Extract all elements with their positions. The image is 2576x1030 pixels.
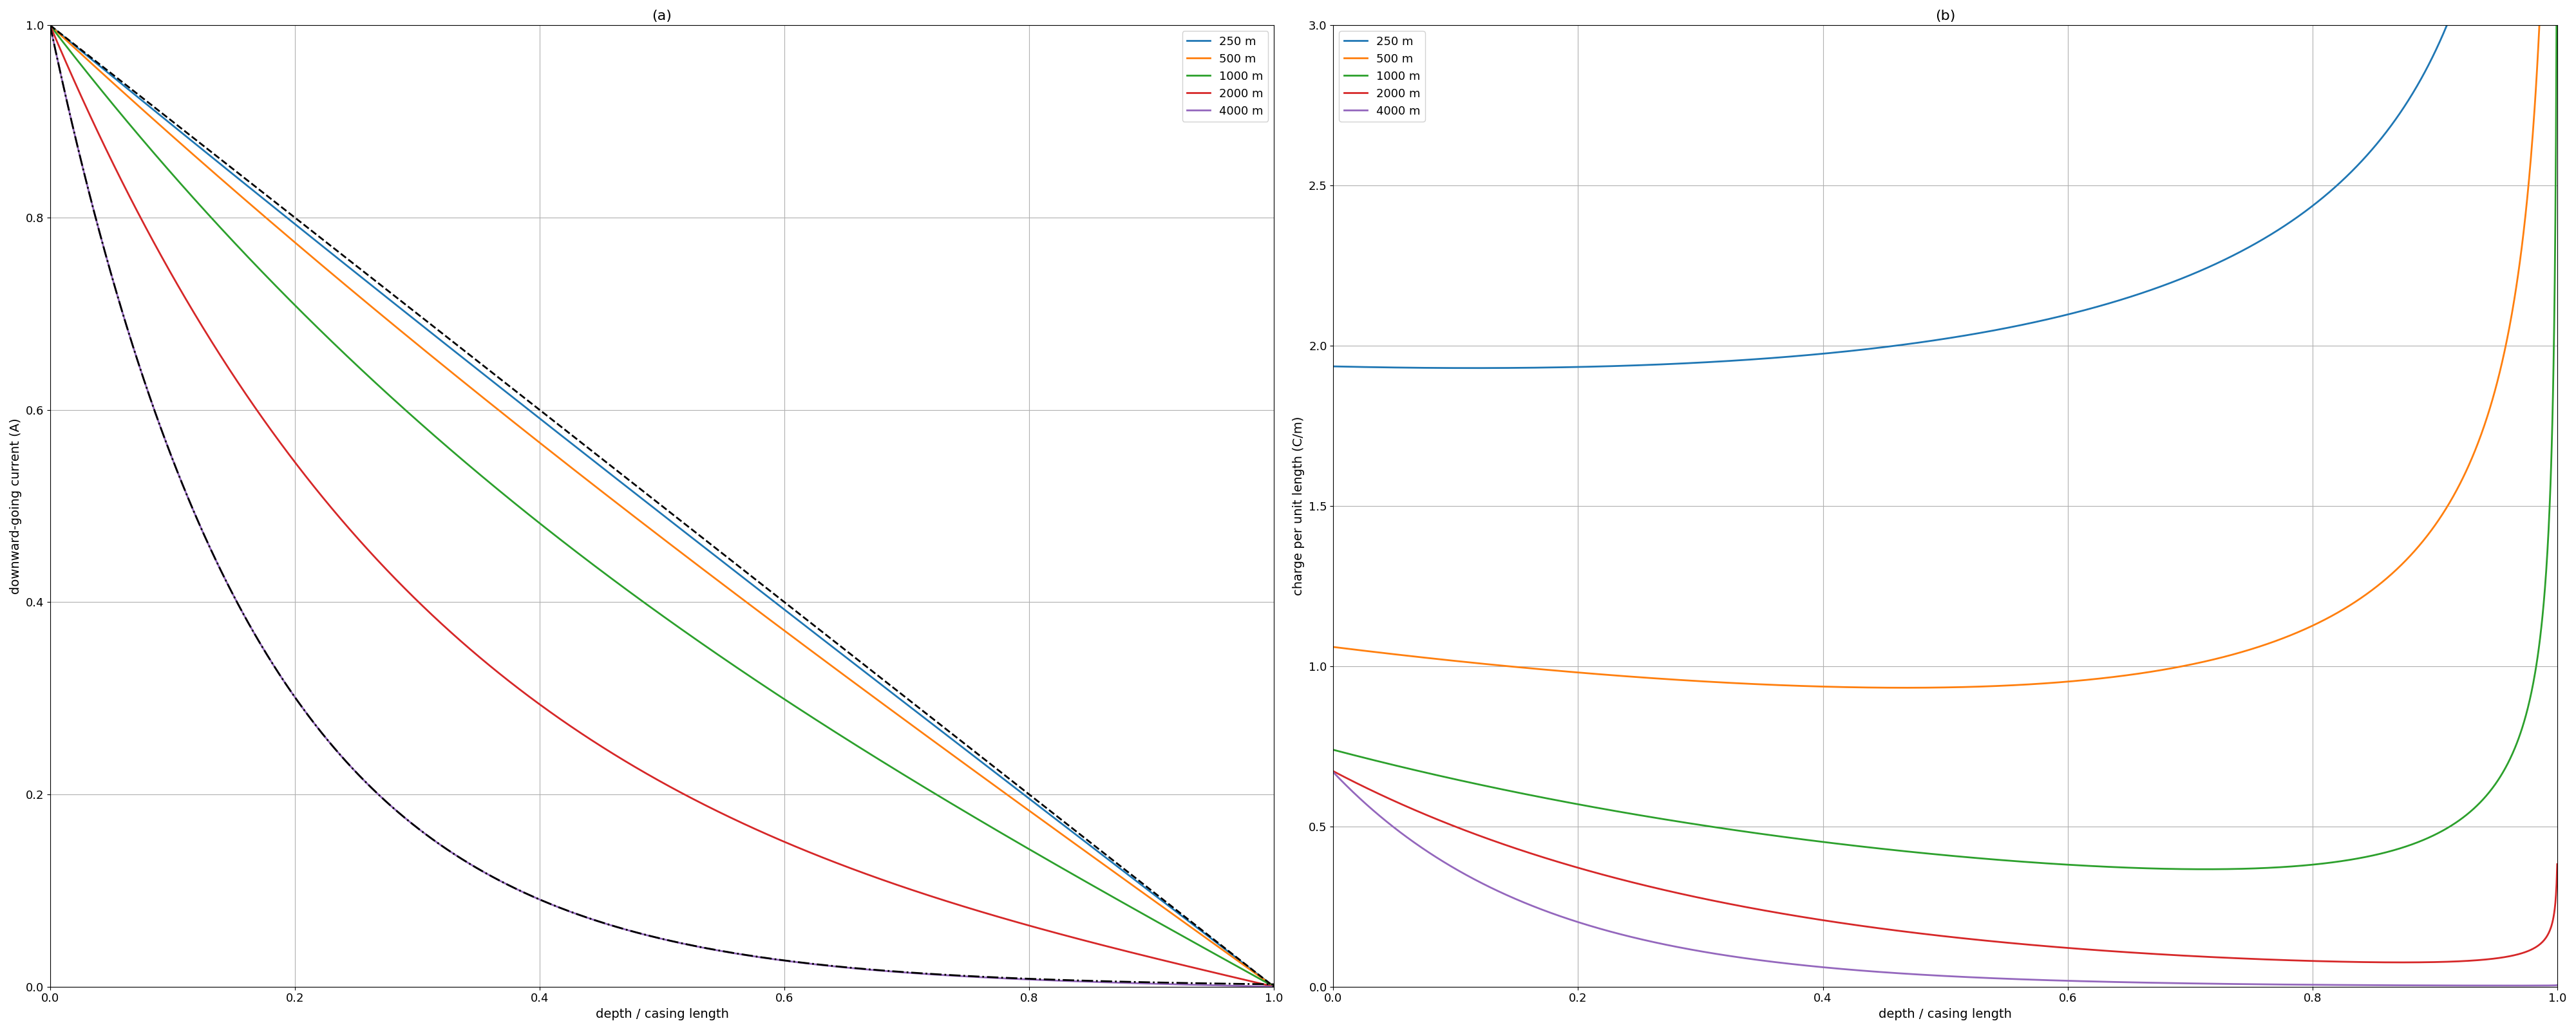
250 m <box>1381 362 1412 374</box>
2000 m <box>33 20 64 32</box>
2000 m <box>2506 947 2537 959</box>
1000 m <box>1224 961 1255 973</box>
250 m <box>1319 360 1350 373</box>
250 m <box>1880 339 1911 351</box>
1000 m <box>1880 845 1911 857</box>
1000 m <box>1381 759 1412 771</box>
500 m <box>1381 648 1412 660</box>
250 m <box>33 20 64 32</box>
1000 m <box>2506 723 2537 735</box>
2000 m <box>629 766 659 779</box>
2000 m <box>1224 972 1255 985</box>
500 m <box>98 76 129 89</box>
1000 m <box>98 98 129 110</box>
Line: 500 m: 500 m <box>49 26 1275 987</box>
Line: 2000 m: 2000 m <box>49 26 1275 987</box>
500 m <box>1224 955 1255 967</box>
1000 m <box>1319 744 1350 756</box>
4000 m <box>1224 980 1255 992</box>
Title: (a): (a) <box>652 9 672 23</box>
X-axis label: depth / casing length: depth / casing length <box>595 1008 729 1021</box>
500 m <box>1914 682 1945 694</box>
1000 m <box>1914 848 1945 860</box>
250 m <box>1224 953 1255 965</box>
4000 m <box>33 20 64 32</box>
2000 m <box>598 748 629 760</box>
X-axis label: depth / casing length: depth / casing length <box>1878 1008 2012 1021</box>
4000 m <box>2506 980 2537 992</box>
500 m <box>1319 641 1350 653</box>
Line: 4000 m: 4000 m <box>1334 772 2558 986</box>
500 m <box>33 20 64 32</box>
Line: 500 m: 500 m <box>1334 0 2558 688</box>
Y-axis label: downward-going current (A): downward-going current (A) <box>10 418 21 594</box>
250 m <box>1914 335 1945 347</box>
250 m <box>999 781 1030 793</box>
2000 m <box>1914 928 1945 940</box>
1000 m <box>2282 860 2313 872</box>
2000 m <box>999 915 1030 927</box>
4000 m <box>98 273 129 285</box>
1000 m <box>999 834 1030 847</box>
4000 m <box>629 929 659 941</box>
4000 m <box>2543 979 2573 991</box>
500 m <box>999 793 1030 805</box>
2000 m <box>2282 955 2313 967</box>
1000 m <box>598 574 629 586</box>
500 m <box>2282 626 2313 639</box>
4000 m <box>999 972 1030 985</box>
1000 m <box>2506 721 2537 733</box>
1000 m <box>1260 981 1291 993</box>
Y-axis label: charge per unit length (C/m): charge per unit length (C/m) <box>1293 416 1306 595</box>
Line: 250 m: 250 m <box>49 26 1275 987</box>
250 m <box>1260 981 1291 993</box>
Legend: 250 m, 500 m, 1000 m, 2000 m, 4000 m: 250 m, 500 m, 1000 m, 2000 m, 4000 m <box>1340 31 1425 122</box>
4000 m <box>2506 980 2537 992</box>
4000 m <box>1224 980 1255 992</box>
4000 m <box>1381 823 1412 835</box>
500 m <box>598 493 629 506</box>
250 m <box>98 70 129 82</box>
Legend: 250 m, 500 m, 1000 m, 2000 m, 4000 m: 250 m, 500 m, 1000 m, 2000 m, 4000 m <box>1182 31 1267 122</box>
Line: 250 m: 250 m <box>1334 0 2558 368</box>
2000 m <box>1224 972 1255 985</box>
1000 m <box>2190 863 2221 876</box>
4000 m <box>1319 766 1350 779</box>
1000 m <box>629 597 659 610</box>
500 m <box>2506 237 2537 249</box>
4000 m <box>2499 980 2530 992</box>
4000 m <box>1880 967 1911 980</box>
2000 m <box>2506 948 2537 960</box>
Line: 1000 m: 1000 m <box>1334 0 2558 869</box>
250 m <box>2282 211 2313 224</box>
2000 m <box>98 157 129 169</box>
2000 m <box>1319 765 1350 778</box>
1000 m <box>33 20 64 32</box>
1000 m <box>1224 961 1255 973</box>
250 m <box>1458 362 1489 374</box>
Title: (b): (b) <box>1935 9 1955 23</box>
2000 m <box>2385 956 2416 968</box>
500 m <box>1260 981 1291 993</box>
500 m <box>2506 242 2537 254</box>
Line: 1000 m: 1000 m <box>49 26 1275 987</box>
500 m <box>1224 955 1255 967</box>
4000 m <box>2282 979 2313 991</box>
4000 m <box>1914 969 1945 982</box>
2000 m <box>1260 981 1291 993</box>
250 m <box>629 495 659 508</box>
2000 m <box>1880 924 1911 936</box>
500 m <box>1880 682 1911 694</box>
Line: 4000 m: 4000 m <box>49 26 1275 987</box>
Line: 2000 m: 2000 m <box>1334 771 2558 962</box>
250 m <box>1224 953 1255 965</box>
2000 m <box>2543 858 2573 870</box>
500 m <box>629 519 659 531</box>
500 m <box>1891 682 1922 694</box>
250 m <box>598 470 629 482</box>
4000 m <box>1260 981 1291 993</box>
2000 m <box>1381 795 1412 808</box>
4000 m <box>598 920 629 932</box>
